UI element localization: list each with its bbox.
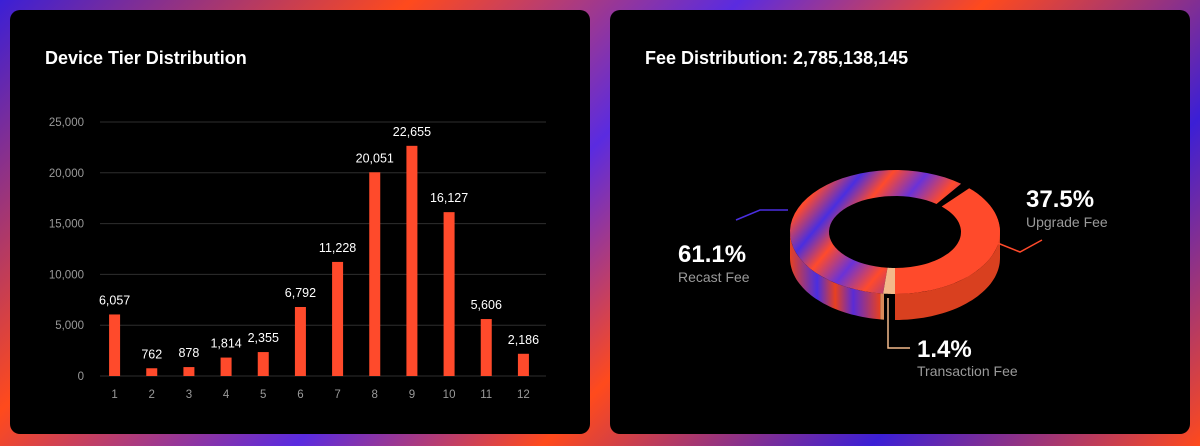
y-tick-label: 5,000 — [55, 320, 84, 332]
transaction-fee-leader — [887, 298, 910, 349]
bar-value-label: 20,051 — [356, 151, 394, 165]
x-tick-label: 2 — [149, 389, 155, 401]
bar-value-label: 6,057 — [99, 293, 130, 307]
bar — [109, 314, 121, 376]
bar-value-label: 22,655 — [393, 125, 431, 139]
device-tier-panel: Device Tier Distribution 0 5,000 10,000 15,… — [10, 10, 590, 434]
fee-distribution-panel: Fee Distribution: 2,785,138,145 61.1% Rec… — [610, 10, 1190, 434]
upgrade-fee-slice — [895, 188, 1000, 294]
x-tick-label: 1 — [111, 389, 117, 401]
y-tick-label: 10,000 — [49, 269, 84, 281]
recast-fee-leader — [735, 209, 788, 221]
bar — [257, 352, 269, 376]
bar-value-label: 878 — [178, 346, 199, 360]
bar — [146, 368, 158, 376]
x-tick-label: 9 — [409, 389, 415, 401]
transaction-fee-slice-side — [880, 293, 884, 320]
bar-value-label: 2,186 — [508, 333, 539, 347]
recast-fee-label: Recast Fee — [678, 269, 750, 285]
bar — [480, 319, 492, 376]
y-tick-label: 20,000 — [49, 168, 84, 180]
transaction-fee-label: Transaction Fee — [917, 363, 1018, 379]
bar — [517, 353, 529, 376]
x-tick-label: 12 — [517, 389, 530, 401]
recast-fee-percent: 61.1% — [678, 241, 746, 268]
bar-value-label: 1,814 — [210, 337, 241, 351]
x-tick-label: 10 — [443, 389, 456, 401]
x-tick-label: 6 — [297, 389, 303, 401]
bar — [220, 357, 232, 376]
bar — [369, 172, 381, 376]
y-tick-label: 0 — [78, 371, 84, 383]
bar — [406, 145, 418, 376]
x-tick-label: 8 — [372, 389, 378, 401]
recast-fee-slice-side — [790, 232, 881, 320]
bar — [294, 306, 306, 376]
transaction-fee-percent: 1.4% — [917, 336, 972, 363]
bar-value-label: 16,127 — [430, 191, 468, 205]
bar-value-label: 762 — [141, 347, 162, 361]
fee-distribution-title: Fee Distribution: 2,785,138,145 — [645, 48, 909, 68]
upgrade-fee-percent: 37.5% — [1026, 186, 1094, 213]
bar — [443, 212, 455, 376]
x-tick-label: 7 — [334, 389, 340, 401]
y-tick-label: 25,000 — [49, 117, 84, 129]
upgrade-fee-slice-side — [895, 232, 1000, 320]
bar-value-label: 6,792 — [285, 286, 316, 300]
bar — [332, 261, 344, 376]
fee-distribution-donut-chart: 61.1%Recast Fee 37.5%Upgrade Fee 1.4%Trans… — [678, 170, 1108, 379]
device-tier-title: Device Tier Distribution — [45, 48, 247, 68]
x-tick-label: 3 — [186, 389, 192, 401]
y-tick-label: 15,000 — [49, 219, 84, 231]
bar — [183, 367, 195, 376]
transaction-fee-slice — [883, 267, 895, 294]
x-tick-label: 4 — [223, 389, 230, 401]
bar-value-label: 2,355 — [248, 331, 279, 345]
device-tier-bar-chart: 05,00010,00015,00020,00025,0006,05717622… — [49, 117, 546, 401]
upgrade-fee-leader — [994, 239, 1043, 253]
recast-fee-slice — [790, 170, 962, 294]
bar-value-label: 5,606 — [471, 298, 502, 312]
x-tick-label: 11 — [480, 389, 492, 401]
bar-value-label: 11,228 — [319, 241, 356, 255]
x-tick-label: 5 — [260, 389, 266, 401]
upgrade-fee-label: Upgrade Fee — [1026, 214, 1108, 230]
